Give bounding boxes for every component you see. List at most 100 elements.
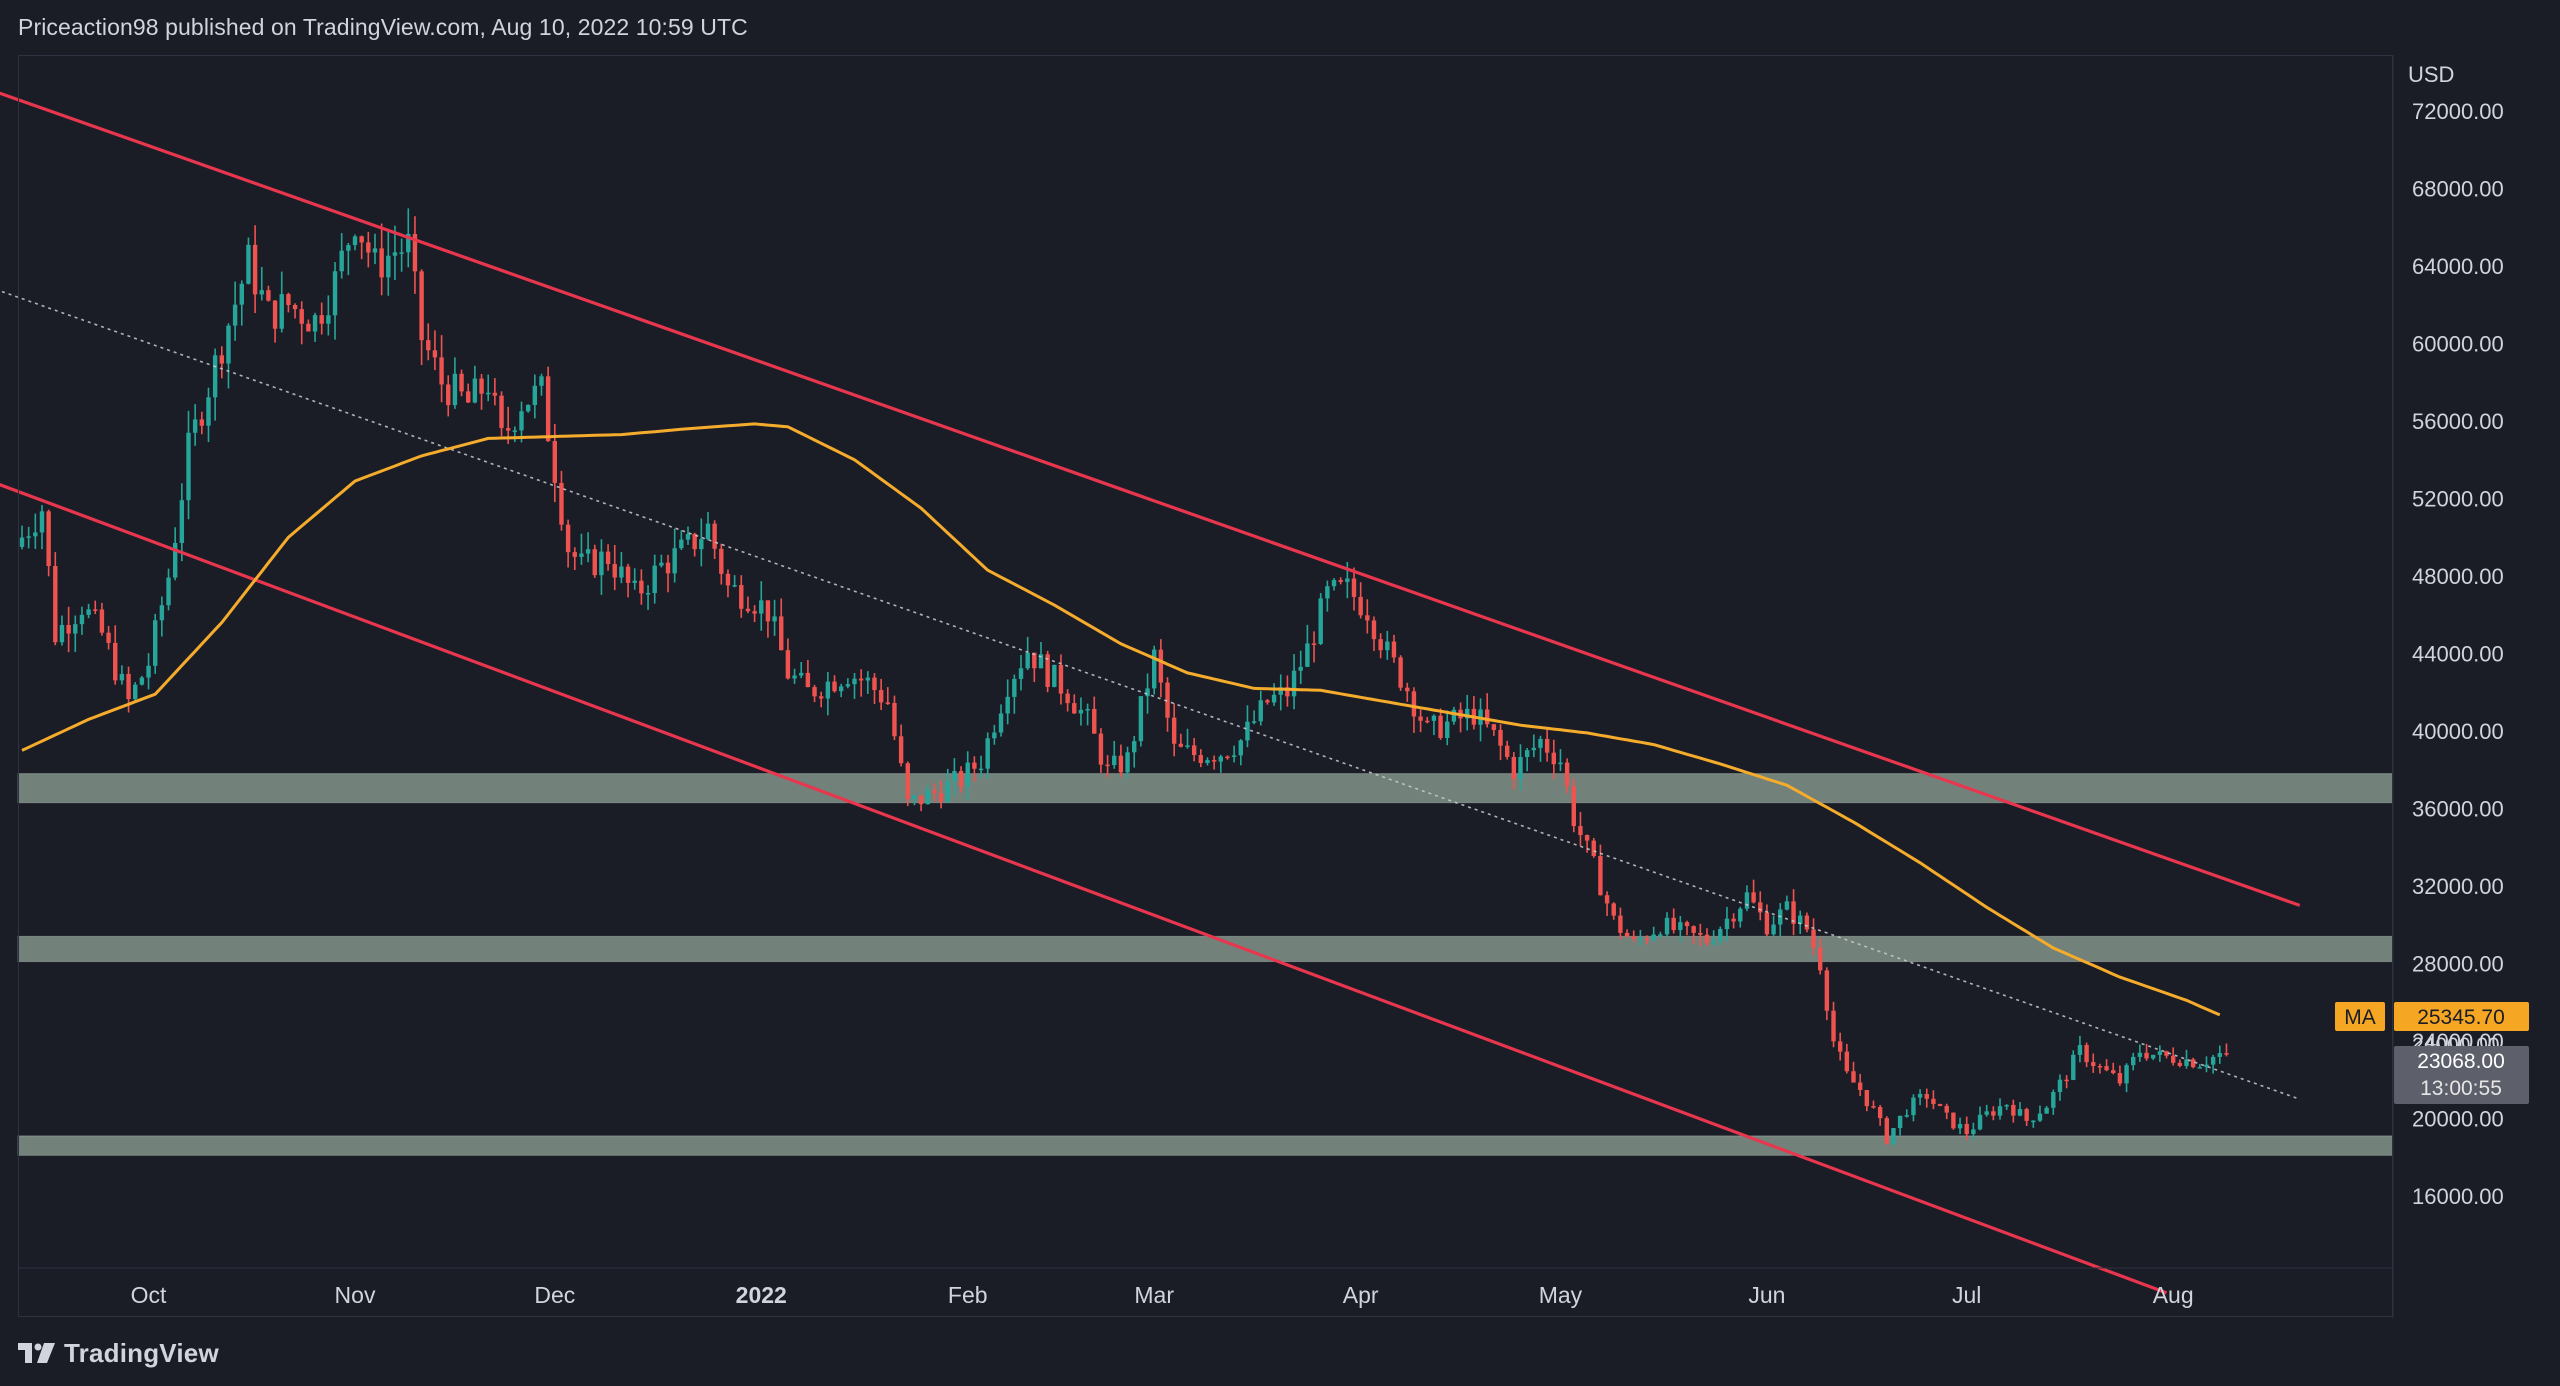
candle-body bbox=[972, 762, 977, 769]
candle-body bbox=[1378, 639, 1383, 651]
candle-body bbox=[1658, 934, 1663, 936]
candle-body bbox=[1445, 721, 1450, 738]
ma-line[interactable] bbox=[21, 422, 2221, 1017]
candle-body bbox=[292, 305, 298, 310]
candle-body bbox=[1158, 649, 1164, 683]
candle-body bbox=[272, 300, 278, 329]
candle-body bbox=[1065, 693, 1070, 704]
candle-body bbox=[772, 616, 777, 622]
candle-body bbox=[918, 795, 924, 805]
candle-body bbox=[579, 553, 584, 557]
y-tick-label: 36000.00 bbox=[2412, 797, 2504, 822]
candle-body bbox=[1438, 715, 1443, 738]
candle-body bbox=[665, 562, 671, 574]
candle-body bbox=[53, 566, 58, 643]
candle-body bbox=[1731, 918, 1736, 922]
candle-body bbox=[1245, 721, 1250, 741]
candle-body bbox=[1837, 1041, 1843, 1052]
x-tick-label: Oct bbox=[131, 1282, 167, 1308]
candle-body bbox=[1531, 747, 1537, 751]
candle-body bbox=[812, 687, 817, 697]
candle-body bbox=[412, 233, 418, 272]
candle-body bbox=[1664, 917, 1670, 935]
candle-body bbox=[525, 404, 531, 412]
candle-body bbox=[1371, 620, 1377, 640]
candle-body bbox=[1331, 580, 1337, 587]
candle-body bbox=[332, 271, 338, 316]
candle-body bbox=[2210, 1056, 2216, 1065]
candle-body bbox=[1032, 652, 1037, 669]
candle-body bbox=[306, 323, 311, 332]
brand-name: TradingView bbox=[64, 1337, 219, 1368]
candle-body bbox=[1924, 1093, 1929, 1099]
y-tick-label: 48000.00 bbox=[2412, 564, 2504, 589]
candle-body bbox=[1105, 764, 1110, 767]
candle-body bbox=[153, 620, 158, 666]
footer-brand[interactable]: TradingView bbox=[18, 1336, 219, 1370]
channel-lower[interactable] bbox=[0, 483, 2168, 1295]
candle-body bbox=[885, 702, 890, 704]
candle-body bbox=[2190, 1059, 2196, 1068]
candle-body bbox=[19, 537, 25, 547]
candle-body bbox=[1864, 1090, 1870, 1107]
candle-body bbox=[998, 713, 1004, 733]
candle-body bbox=[865, 677, 871, 681]
candle-body bbox=[392, 252, 398, 256]
candle-body bbox=[239, 283, 244, 305]
candle-body bbox=[1598, 856, 1603, 896]
candle-body bbox=[532, 385, 538, 405]
candle-body bbox=[1818, 947, 1823, 971]
candle-body bbox=[1857, 1082, 1863, 1091]
x-tick-label: Dec bbox=[534, 1282, 575, 1308]
candle-body bbox=[1278, 687, 1283, 695]
x-tick-label: 2022 bbox=[736, 1282, 787, 1308]
candle-body bbox=[73, 624, 78, 634]
candle-body bbox=[1538, 738, 1543, 748]
x-tick-label: Apr bbox=[1343, 1282, 1379, 1308]
candle-body bbox=[1451, 709, 1457, 722]
candle-body bbox=[1385, 641, 1390, 651]
candle-body bbox=[1298, 666, 1303, 671]
candle-body bbox=[1038, 654, 1044, 669]
candle-body bbox=[1551, 752, 1556, 765]
candle-body bbox=[1724, 918, 1730, 930]
candle-body bbox=[1365, 615, 1370, 621]
candle-body bbox=[252, 244, 258, 295]
candle-body bbox=[1604, 895, 1610, 904]
candle-body bbox=[266, 290, 271, 301]
lines-layer bbox=[0, 91, 2301, 1295]
candle-body bbox=[126, 673, 131, 700]
channel-midline[interactable] bbox=[0, 289, 2300, 1100]
candle-body bbox=[2091, 1062, 2096, 1066]
ma-value-label: 25345.70 bbox=[2417, 1006, 2505, 1029]
candle-body bbox=[312, 315, 318, 332]
candle-body bbox=[1431, 715, 1437, 721]
candle-body bbox=[1977, 1114, 1983, 1130]
candle-body bbox=[672, 548, 677, 574]
candle-body bbox=[33, 532, 38, 537]
candle-body bbox=[1118, 755, 1124, 773]
y-tick-label: 52000.00 bbox=[2412, 487, 2504, 512]
candle-body bbox=[2071, 1054, 2076, 1080]
candle-body bbox=[1618, 915, 1623, 933]
candle-body bbox=[779, 616, 784, 651]
candle-body bbox=[232, 304, 238, 326]
candle-body bbox=[1971, 1129, 1976, 1135]
candle-body bbox=[952, 771, 957, 782]
candle-body bbox=[1291, 670, 1297, 697]
channel-upper[interactable] bbox=[0, 91, 2301, 907]
candle-body bbox=[93, 609, 98, 611]
candle-body bbox=[2044, 1107, 2049, 1114]
candle-body bbox=[705, 523, 711, 540]
candle-body bbox=[1025, 652, 1030, 669]
candle-body bbox=[1957, 1123, 1963, 1129]
candle-body bbox=[2131, 1056, 2136, 1066]
candle-body bbox=[679, 539, 684, 549]
candle-body bbox=[2057, 1079, 2063, 1093]
candle-body bbox=[1691, 926, 1696, 933]
candle-body bbox=[1638, 938, 1643, 940]
candle-body bbox=[133, 684, 138, 700]
candle-body bbox=[1671, 917, 1676, 931]
